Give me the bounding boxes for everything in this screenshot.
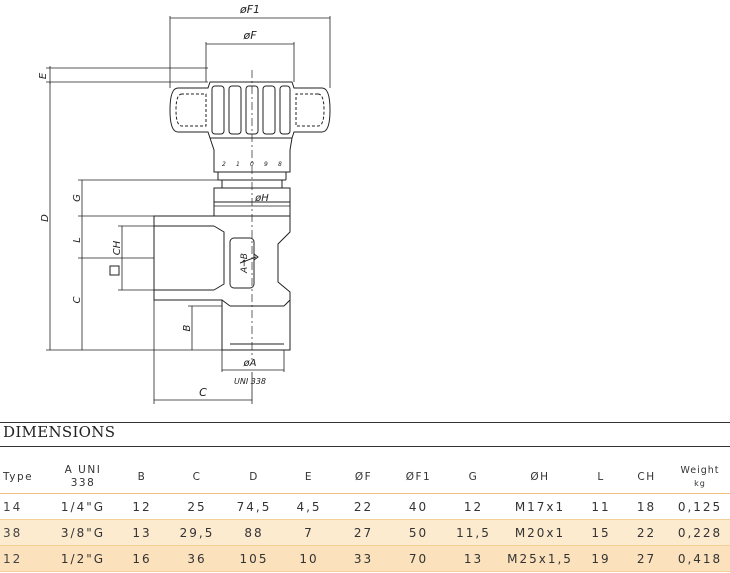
cell-a: 1/2"G <box>50 545 116 572</box>
cell-d: 88 <box>226 519 282 546</box>
table-row: 14 1/4"G 12 25 74,5 4,5 22 40 12 M17x1 1… <box>0 493 730 520</box>
cell-b: 12 <box>116 493 168 520</box>
header-d: D <box>226 461 282 494</box>
dimensions-table: Type A UNI 338 B C D E ØF ØF1 G ØH L CH W… <box>0 461 730 572</box>
scale-numbers: 2 1 0 9 8 <box>222 161 282 168</box>
scale-ring <box>209 137 293 181</box>
svg-text:2: 2 <box>222 161 226 168</box>
cell-d: 74,5 <box>226 493 282 520</box>
header-weight: Weight kg <box>670 461 730 494</box>
cell-ch: 22 <box>623 519 670 546</box>
svg-text:0: 0 <box>250 161 254 168</box>
table-row: 38 3/8"G 13 29,5 88 7 27 50 11,5 M20x1 1… <box>0 519 730 546</box>
section-rule-top <box>0 422 730 423</box>
cell-a: 3/8"G <box>50 519 116 546</box>
cell-f: 33 <box>336 545 391 572</box>
label-c-side: C <box>72 296 83 303</box>
cell-weight: 0,125 <box>670 493 730 520</box>
label-a: øA <box>243 358 257 369</box>
cell-d: 105 <box>226 545 282 572</box>
cell-b: 13 <box>116 519 168 546</box>
cell-c: 29,5 <box>168 519 226 546</box>
header-type: Type <box>0 461 50 494</box>
cell-ch: 27 <box>623 545 670 572</box>
cell-ch: 18 <box>623 493 670 520</box>
square-symbol <box>109 265 120 276</box>
cell-l: 15 <box>579 519 623 546</box>
label-l: L <box>72 237 83 243</box>
header-a: A UNI 338 <box>50 461 116 494</box>
cell-a: 1/4"G <box>50 493 116 520</box>
svg-text:1: 1 <box>236 161 240 168</box>
label-d: D <box>40 214 51 222</box>
header-b: B <box>116 461 168 494</box>
label-c-bottom: C <box>199 386 207 399</box>
cell-f1: 50 <box>391 519 446 546</box>
header-f1: ØF1 <box>391 461 446 494</box>
cell-weight: 0,228 <box>670 519 730 546</box>
header-g: G <box>446 461 501 494</box>
cell-b: 16 <box>116 545 168 572</box>
header-c: C <box>168 461 226 494</box>
cell-l: 19 <box>579 545 623 572</box>
valve-technical-drawing: øF1 øF E D G L CH øH C B øA UNI 338 C A→… <box>38 3 331 404</box>
header-l: L <box>579 461 623 494</box>
cell-h: M17x1 <box>501 493 579 520</box>
cell-g: 13 <box>446 545 501 572</box>
cell-type: 12 <box>0 545 50 572</box>
label-flow: A→B <box>240 253 250 274</box>
cell-f: 22 <box>336 493 391 520</box>
header-h: ØH <box>501 461 579 494</box>
svg-text:9: 9 <box>264 161 268 168</box>
header-ch: CH <box>623 461 670 494</box>
section-rule-bottom <box>0 446 730 447</box>
label-h: øH <box>254 193 269 204</box>
dimension-lines <box>46 16 331 404</box>
cell-f1: 70 <box>391 545 446 572</box>
header-e: E <box>282 461 336 494</box>
table-row: 12 1/2"G 16 36 105 10 33 70 13 M25x1,5 1… <box>0 545 730 572</box>
cell-e: 10 <box>282 545 336 572</box>
cell-g: 11,5 <box>446 519 501 546</box>
svg-text:8: 8 <box>278 161 282 168</box>
cell-h: M25x1,5 <box>501 545 579 572</box>
cell-type: 14 <box>0 493 50 520</box>
handwheel <box>169 81 331 139</box>
cell-weight: 0,418 <box>670 545 730 572</box>
cell-e: 7 <box>282 519 336 546</box>
label-g: G <box>72 194 83 202</box>
table-header-row: Type A UNI 338 B C D E ØF ØF1 G ØH L CH W… <box>0 461 730 494</box>
cell-e: 4,5 <box>282 493 336 520</box>
label-e: E <box>38 72 49 79</box>
cell-g: 12 <box>446 493 501 520</box>
cell-c: 25 <box>168 493 226 520</box>
label-f1: øF1 <box>239 3 260 16</box>
section-title: DIMENSIONS <box>3 423 116 441</box>
cell-f1: 40 <box>391 493 446 520</box>
cell-f: 27 <box>336 519 391 546</box>
cell-l: 11 <box>579 493 623 520</box>
label-b: B <box>182 324 193 331</box>
cell-type: 38 <box>0 519 50 546</box>
cell-c: 36 <box>168 545 226 572</box>
label-ch: CH <box>112 240 123 255</box>
label-uni: UNI 338 <box>234 377 266 386</box>
header-f: ØF <box>336 461 391 494</box>
valve-body <box>153 215 291 351</box>
cell-h: M20x1 <box>501 519 579 546</box>
label-f: øF <box>242 29 257 42</box>
